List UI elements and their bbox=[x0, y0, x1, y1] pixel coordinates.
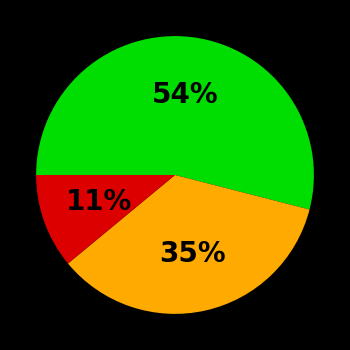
Text: 11%: 11% bbox=[66, 188, 132, 216]
Wedge shape bbox=[36, 175, 175, 264]
Wedge shape bbox=[68, 175, 309, 314]
Text: 54%: 54% bbox=[152, 81, 218, 109]
Text: 35%: 35% bbox=[159, 240, 226, 268]
Wedge shape bbox=[36, 36, 314, 210]
